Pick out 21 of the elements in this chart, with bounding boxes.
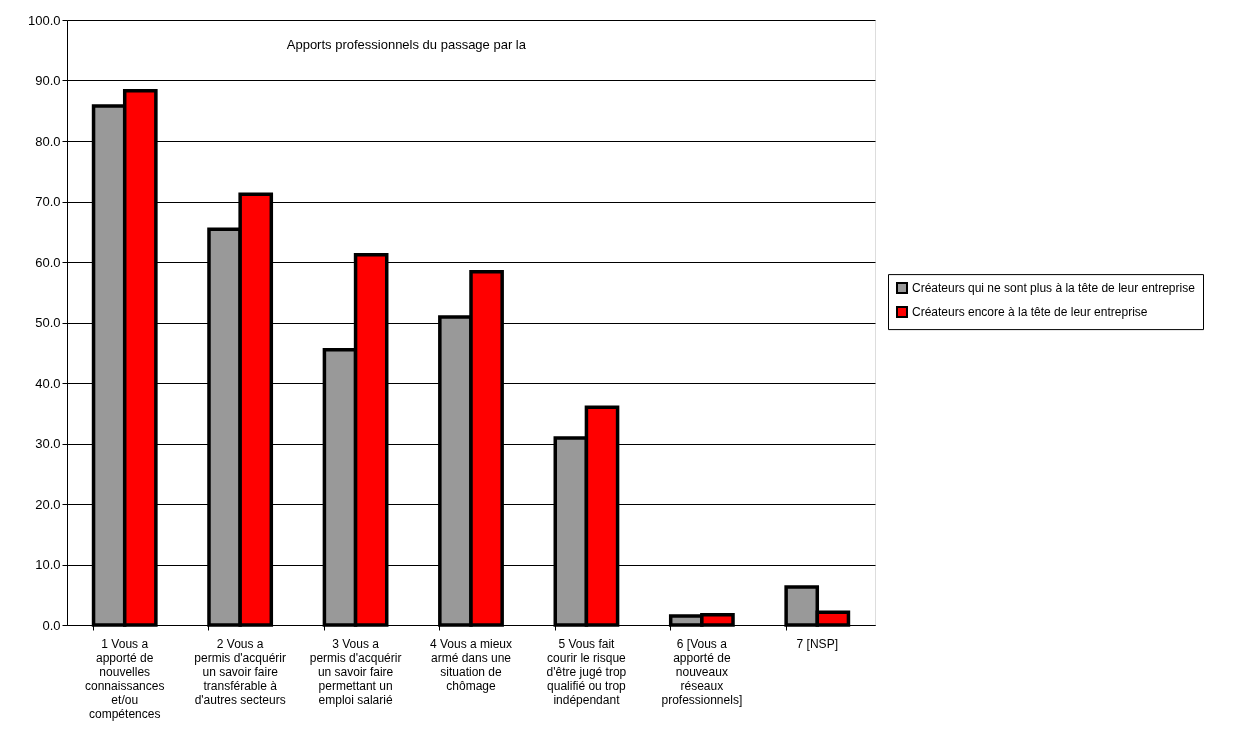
x-tick-label: 6 [Vous a apporté de nouveaux réseaux professionnels] bbox=[661, 636, 743, 707]
y-tick-label: 40.0 bbox=[35, 375, 61, 391]
y-tick-label: 20.0 bbox=[35, 496, 61, 512]
y-tick-label: 0.0 bbox=[42, 617, 61, 633]
x-tick-label: 1 Vous a apporté de nouvelles connaissances et/ou compétences bbox=[85, 636, 165, 721]
y-tick-label: 70.0 bbox=[35, 194, 61, 209]
legend-label: Créateurs qui ne sont plus à la tête de leur entreprise bbox=[912, 281, 1196, 296]
y-tick-label: 30.0 bbox=[35, 436, 61, 451]
y-tick-label: 100.0 bbox=[27, 12, 61, 28]
y-tick-label: 10.0 bbox=[35, 557, 61, 572]
x-tick-label: 7 [NSP] bbox=[796, 636, 838, 651]
x-tick-label: 2 Vous a permis d'acquérir un savoir faire transférable à d'autres secteurs bbox=[194, 636, 286, 707]
y-tick-label: 80.0 bbox=[35, 133, 61, 149]
y-tick-label: 90.0 bbox=[35, 73, 61, 88]
y-tick-label: 50.0 bbox=[35, 315, 61, 330]
text: Apports professionnels du passage par la bbox=[286, 37, 527, 52]
y-tick-label: 60.0 bbox=[35, 254, 61, 270]
x-tick-label: 3 Vous a permis d'acquérir un savoir faire permettant un emploi salarié bbox=[309, 636, 402, 707]
x-tick-label: 4 Vous a mieux armé dans une situation de chômage bbox=[429, 636, 513, 693]
legend-label: Créateurs encore à la tête de leur entreprise bbox=[912, 305, 1148, 320]
x-tick-label: 5 Vous fait courir le risque d'être jugé trop qualifié ou trop indépendant bbox=[546, 636, 627, 707]
